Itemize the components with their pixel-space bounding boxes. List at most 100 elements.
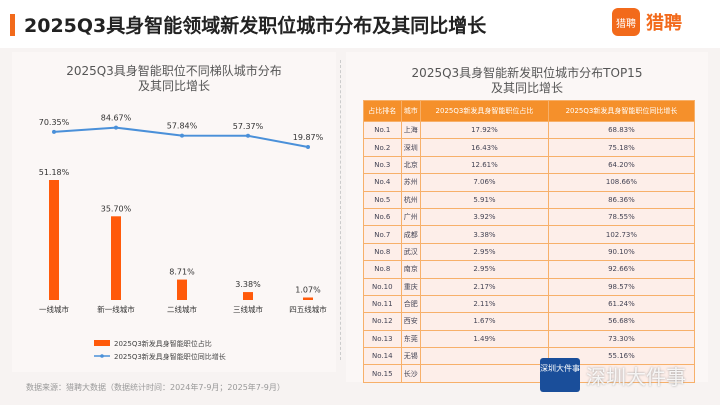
bar-label: 3.38% xyxy=(235,280,261,289)
growth-point xyxy=(114,125,118,130)
table-row: No.11 合肥 2.11% 61.24% xyxy=(363,294,696,314)
category-label: 四五线城市 xyxy=(289,304,327,314)
table-row: No.4 苏州 7.06% 108.66% xyxy=(363,173,696,192)
table-cell: 重庆 xyxy=(400,277,421,296)
table-cell: 5.91% xyxy=(419,190,549,209)
table-row: No.2 深圳 16.43% 75.18% xyxy=(363,138,696,157)
logo-text: 猎聘 xyxy=(646,13,682,34)
category-label: 新一线城市 xyxy=(97,304,135,314)
table-cell: 7.06% xyxy=(419,173,549,192)
bar-label: 51.18% xyxy=(39,168,70,177)
table-cell: 12.61% xyxy=(419,155,549,175)
table-cell: No.1 xyxy=(363,120,402,140)
growth-point xyxy=(246,133,250,138)
logo-mark: 猎聘 xyxy=(612,8,640,36)
table-cell: 64.20% xyxy=(547,155,696,175)
table-cell: 上海 xyxy=(400,120,421,140)
table-cell: No.5 xyxy=(363,190,402,209)
table-cell xyxy=(419,347,549,366)
watermark: 深圳大件事 深圳大件事 xyxy=(540,358,686,392)
table-cell: 3.38% xyxy=(419,225,549,244)
table-cell: 108.66% xyxy=(547,173,696,192)
table-cell: 17.92% xyxy=(419,120,549,140)
table-row: No.15 长沙 xyxy=(363,364,696,383)
table-cell: 苏州 xyxy=(400,173,421,192)
table-title-line2: 及其同比增长 xyxy=(490,81,563,95)
table-cell: 合肥 xyxy=(400,294,421,314)
table-cell: No.6 xyxy=(363,207,402,227)
table-cell: 长沙 xyxy=(400,364,421,383)
table-row: No.1 上海 17.92% 68.83% xyxy=(363,120,696,140)
legend-line-marker xyxy=(100,354,104,358)
bar xyxy=(303,297,313,300)
table-row: No.14 无锡 55.16% xyxy=(363,347,696,366)
table-cell: No.11 xyxy=(363,294,402,314)
table-row: No.6 广州 3.92% 78.55% xyxy=(363,207,696,227)
table-cell: 1.67% xyxy=(419,312,549,331)
table-cell: 73.30% xyxy=(547,329,696,349)
table-cell: 2.95% xyxy=(419,242,549,262)
page-title: 2025Q3具身智能领域新发职位城市分布及其同比增长 xyxy=(24,15,487,37)
table-row: No.5 杭州 5.91% 86.36% xyxy=(363,190,696,209)
table-cell: 杭州 xyxy=(400,190,421,209)
data-source: 数据来源：猎聘大数据（数据统计时间：2024年7-9月；2025年7-9月） xyxy=(26,383,285,392)
growth-point xyxy=(306,145,310,150)
table-row: No.8 南京 2.95% 92.66% xyxy=(363,260,696,279)
table-header: 2025Q3新发具身智能职位同比增长 xyxy=(547,100,696,122)
table-cell: 广州 xyxy=(400,207,421,227)
table-cell: 东莞 xyxy=(400,329,421,349)
table-cell: 75.18% xyxy=(547,138,696,157)
table-header: 2025Q3新发具身智能职位占比 xyxy=(419,100,549,122)
growth-label: 19.87% xyxy=(293,133,324,142)
category-label: 二线城市 xyxy=(167,304,197,314)
table-cell: No.4 xyxy=(363,173,402,192)
growth-label: 84.67% xyxy=(101,114,132,123)
bar-label: 8.71% xyxy=(169,268,195,277)
table-cell: 2.95% xyxy=(419,260,549,279)
growth-label: 57.37% xyxy=(233,122,264,131)
table-row: No.3 北京 12.61% 64.20% xyxy=(363,155,696,175)
table-cell: 3.92% xyxy=(419,207,549,227)
table-cell: 16.43% xyxy=(419,138,549,157)
table-cell: No.15 xyxy=(363,364,402,383)
table-cell: No.13 xyxy=(363,329,402,349)
legend-bar-label: 2025Q3新发具身智能职位占比 xyxy=(114,339,212,348)
bar xyxy=(49,180,59,300)
table-cell: 西安 xyxy=(400,312,421,331)
table-cell: 1.49% xyxy=(419,329,549,349)
table-cell: No.2 xyxy=(363,138,402,157)
bar-label: 1.07% xyxy=(295,285,321,294)
table-cell xyxy=(419,364,549,383)
table-cell: No.8 xyxy=(363,242,402,262)
table-cell: 深圳 xyxy=(400,138,421,157)
table-row: No.13 东莞 1.49% 73.30% xyxy=(363,329,696,349)
title-accent xyxy=(10,14,15,36)
table-row: No.8 武汉 2.95% 90.10% xyxy=(363,242,696,262)
table-cell: 2.17% xyxy=(419,277,549,296)
table-cell: 55.16% xyxy=(547,347,696,366)
table-cell: 98.57% xyxy=(547,277,696,296)
tier-chart-panel: 2025Q3具身智能职位不同梯队城市分布 及其同比增长 51.18% 一线城市 35… xyxy=(12,52,336,372)
table-cell: 90.10% xyxy=(547,242,696,262)
growth-point xyxy=(180,133,184,138)
chart-title-line1: 2025Q3具身智能职位不同梯队城市分布 xyxy=(66,64,282,78)
table-cell: 92.66% xyxy=(547,260,696,279)
watermark-text: 深圳大件事 xyxy=(586,364,686,389)
liepin-logo: 猎聘 猎聘 xyxy=(612,8,682,36)
top15-table: 占比排名 城市 2025Q3新发具身智能职位占比 2025Q3新发具身智能职位同比增长… xyxy=(363,100,696,383)
table-title-line1: 2025Q3具身智能新发职位城市分布TOP15 xyxy=(411,66,643,80)
bar-label: 35.70% xyxy=(101,204,132,213)
table-cell: 68.83% xyxy=(547,120,696,140)
table-cell xyxy=(547,364,696,383)
table-cell: No.7 xyxy=(363,225,402,244)
table-cell: 北京 xyxy=(400,155,421,175)
table-cell: 56.68% xyxy=(547,312,696,331)
top15-panel: 2025Q3具身智能新发职位城市分布TOP15 及其同比增长 占比排名 城市 202… xyxy=(346,52,708,383)
category-label: 一线城市 xyxy=(39,304,69,314)
table-cell: 武汉 xyxy=(400,242,421,262)
table-cell: 南京 xyxy=(400,260,421,279)
table-cell: 成都 xyxy=(400,225,421,244)
divider xyxy=(340,60,341,360)
table-row: No.7 成都 3.38% 102.73% xyxy=(363,225,696,244)
bar xyxy=(111,216,121,300)
